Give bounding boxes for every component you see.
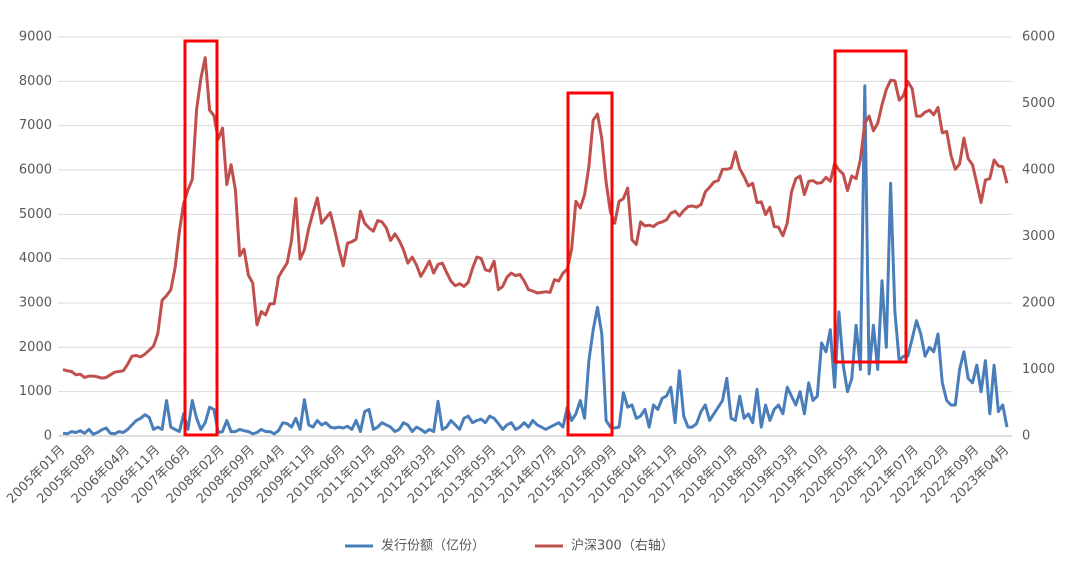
y-tick-label: 1000 [19,384,52,399]
y-tick-label: 0 [44,429,52,444]
highlight-box [566,91,614,437]
y2-tick-label: 6000 [1022,30,1055,45]
y-tick-label: 3000 [19,296,52,311]
y2-tick-label: 4000 [1022,163,1055,178]
y2-tick-label: 5000 [1022,96,1055,111]
y-tick-label: 7000 [19,118,52,133]
legend-label: 发行份额（亿份） [381,538,485,554]
legend-label: 沪深300（右轴） [571,538,674,554]
series-line [62,84,1009,436]
y2-tick-label: 0 [1022,429,1030,444]
y2-tick-label: 2000 [1022,296,1055,311]
series-line [62,56,1009,380]
y2-tick-label: 1000 [1022,362,1055,377]
y-tick-label: 8000 [19,74,52,89]
highlight-box [833,49,908,364]
y-tick-label: 4000 [19,251,52,266]
y-tick-label: 2000 [19,340,52,355]
highlight-boxes [183,39,908,437]
y-tick-label: 9000 [19,30,52,45]
y-tick-label: 6000 [19,163,52,178]
highlight-box [183,39,219,437]
y2-tick-label: 3000 [1022,229,1055,244]
y-tick-label: 5000 [19,207,52,222]
